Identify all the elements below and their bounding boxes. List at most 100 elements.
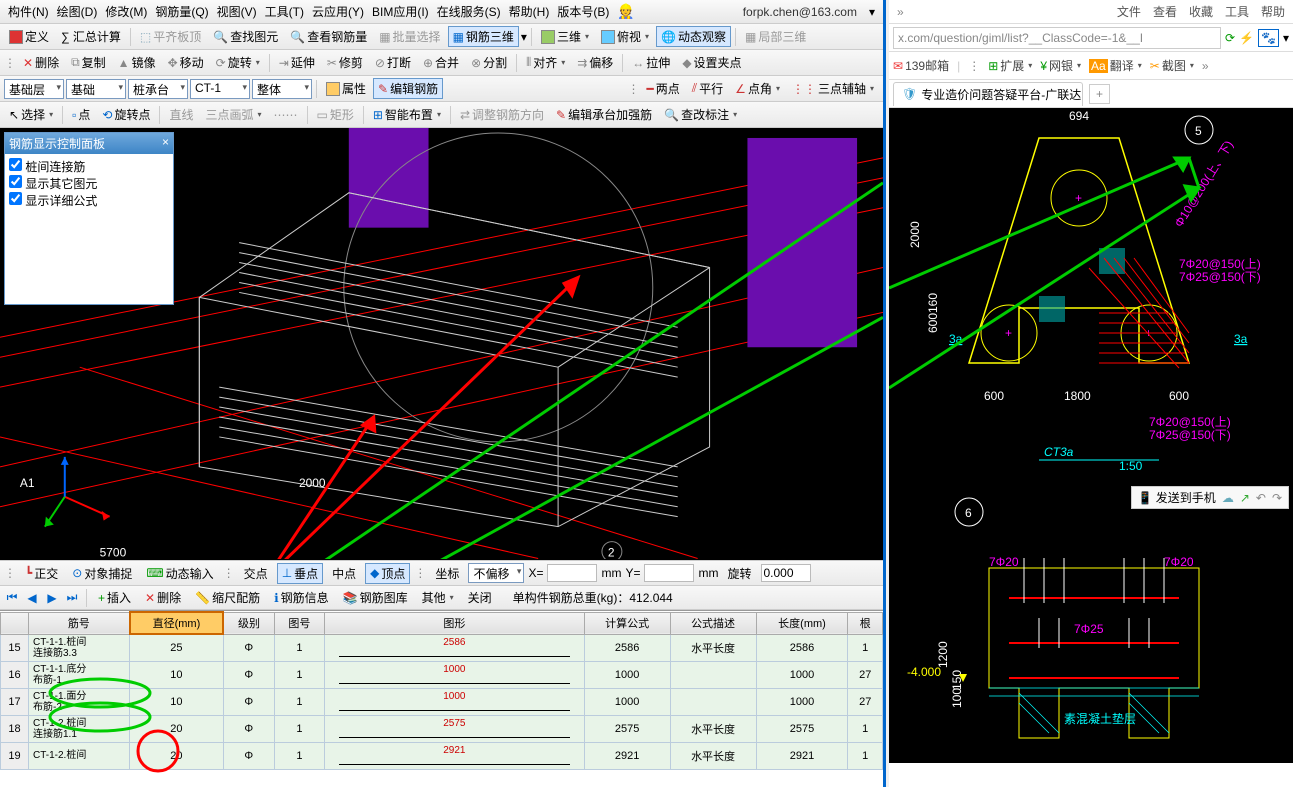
- batch-select-button[interactable]: ▦批量选择: [374, 26, 445, 47]
- line-button[interactable]: 直线: [164, 104, 198, 125]
- local-3d-button[interactable]: ▦局部三维: [740, 26, 811, 47]
- vertex-button[interactable]: ◆顶点: [365, 563, 410, 584]
- osnap-toggle[interactable]: ⊙对象捕捉: [67, 563, 137, 584]
- move-button[interactable]: ✥移动: [163, 52, 209, 73]
- layer-group-combo[interactable]: 基础层: [4, 79, 64, 99]
- grid-delete-button[interactable]: ✕删除: [140, 587, 186, 608]
- diameter-cell[interactable]: 10: [130, 688, 224, 715]
- offset-button[interactable]: ⇉偏移: [572, 52, 618, 73]
- parallel-button[interactable]: ⫽平行: [687, 78, 728, 99]
- menu-help[interactable]: 帮助(H): [505, 3, 554, 20]
- br-tools[interactable]: 工具: [1225, 3, 1249, 20]
- rebar-name-cell[interactable]: CT-1-2.桩间: [29, 742, 130, 769]
- grid-header[interactable]: 计算公式: [584, 612, 670, 634]
- grid-header[interactable]: 长度(mm): [756, 612, 848, 634]
- menu-rebar-qty[interactable]: 钢筋量(Q): [151, 3, 212, 20]
- grade-cell[interactable]: Φ: [223, 634, 274, 661]
- grid-other-button[interactable]: 其他: [417, 587, 459, 608]
- shape-cell[interactable]: 2921: [325, 742, 585, 769]
- extend-button[interactable]: ⊞扩展: [988, 57, 1032, 74]
- shape-cell[interactable]: 2575: [325, 715, 585, 742]
- table-row[interactable]: 17CT-1-1.面分布筋-210Φ110001000100027: [1, 688, 883, 715]
- dyn-input-toggle[interactable]: ⌨动态输入: [141, 563, 218, 584]
- grid-info-button[interactable]: ℹ钢筋信息: [269, 587, 334, 608]
- browser-tab[interactable]: 🛡 专业造价问题答疑平台-广联达…: [893, 82, 1083, 106]
- diameter-cell[interactable]: 20: [130, 742, 224, 769]
- count-cell[interactable]: 1: [848, 742, 883, 769]
- email-dropdown-icon[interactable]: ▾: [865, 5, 879, 19]
- dots-button[interactable]: ⋯⋯: [269, 106, 303, 124]
- hardhat-icon[interactable]: 👷: [613, 3, 638, 20]
- calc-cell[interactable]: 1000: [584, 661, 670, 688]
- grid-header[interactable]: 公式描述: [670, 612, 756, 634]
- count-cell[interactable]: 1: [848, 634, 883, 661]
- table-row[interactable]: 18CT-1-2.桩间连接筋1.120Φ125752575水平长度25751: [1, 715, 883, 742]
- overflow-1-icon[interactable]: ▾: [521, 30, 527, 44]
- overflow-3-icon[interactable]: ⋮: [628, 82, 640, 96]
- figure-cell[interactable]: 1: [274, 634, 324, 661]
- sum-calc-button[interactable]: ∑ 汇总计算: [56, 26, 126, 47]
- count-cell[interactable]: 27: [848, 688, 883, 715]
- addr-dropdown-icon[interactable]: ▾: [1283, 31, 1289, 45]
- length-cell[interactable]: 2575: [756, 715, 848, 742]
- length-cell[interactable]: 1000: [756, 661, 848, 688]
- layer-combo[interactable]: 基础: [66, 79, 126, 99]
- menu-version[interactable]: 版本号(B): [553, 3, 613, 20]
- floating-share-bar[interactable]: 📱 发送到手机 ☁ ↗ ↶ ↷: [1131, 486, 1289, 509]
- grid-header[interactable]: 图号: [274, 612, 324, 634]
- grade-cell[interactable]: Φ: [223, 688, 274, 715]
- refresh-icon[interactable]: ⟳: [1225, 31, 1235, 45]
- perp-button[interactable]: ⊥垂点: [277, 563, 323, 584]
- menu-cloud[interactable]: 云应用(Y): [308, 3, 368, 20]
- figure-cell[interactable]: 1: [274, 742, 324, 769]
- grid-header[interactable]: 图形: [325, 612, 585, 634]
- rebar-name-cell[interactable]: CT-1-1.底分布筋-1: [29, 661, 130, 688]
- overflow-left-icon[interactable]: ⋮: [4, 56, 16, 70]
- trim-button[interactable]: ✂修剪: [322, 52, 368, 73]
- count-cell[interactable]: 1: [848, 715, 883, 742]
- attribute-button[interactable]: 属性: [321, 78, 371, 99]
- nav-last-icon[interactable]: ⏭: [64, 590, 80, 605]
- select-button[interactable]: ↖选择: [4, 104, 58, 125]
- length-cell[interactable]: 1000: [756, 688, 848, 715]
- desc-cell[interactable]: 水平长度: [670, 634, 756, 661]
- viewport-3d[interactable]: 钢筋显示控制面板 × 桩间连接筋 显示其它图元 显示详细公式: [0, 128, 883, 560]
- part-combo[interactable]: 整体: [252, 79, 312, 99]
- view-rebar-qty-button[interactable]: 🔍查看钢筋量: [285, 26, 372, 47]
- user-email[interactable]: forpk.chen@163.com: [739, 5, 865, 19]
- menu-online[interactable]: 在线服务(S): [433, 3, 505, 20]
- paw-icon[interactable]: 🐾: [1258, 29, 1279, 47]
- dynamic-view-button[interactable]: 🌐动态观察: [656, 26, 731, 47]
- grid-header[interactable]: 筋号: [29, 612, 130, 634]
- x-input[interactable]: [547, 564, 597, 582]
- menu-view[interactable]: 视图(V): [213, 3, 261, 20]
- shape-cell[interactable]: 1000: [325, 688, 585, 715]
- point-button[interactable]: ▫点: [67, 104, 95, 125]
- coord-button[interactable]: 坐标: [430, 563, 464, 584]
- figure-cell[interactable]: 1: [274, 715, 324, 742]
- align-button[interactable]: ⫴对齐: [521, 52, 570, 73]
- browser-content[interactable]: 5 694 2000 600 160 + + +: [889, 108, 1293, 763]
- flat-slab-button[interactable]: ⬚平齐板顶: [135, 26, 206, 47]
- br-view[interactable]: 查看: [1153, 3, 1177, 20]
- ortho-toggle[interactable]: ┗正交: [20, 563, 63, 584]
- grip-icon[interactable]: ⋮: [4, 566, 16, 580]
- rebar-display-panel[interactable]: 钢筋显示控制面板 × 桩间连接筋 显示其它图元 显示详细公式: [4, 132, 174, 305]
- intersect-button[interactable]: 交点: [239, 563, 273, 584]
- table-row[interactable]: 15CT-1-1.桩间连接筋3.325Φ125862586水平长度25861: [1, 634, 883, 661]
- panel-check-3[interactable]: 显示详细公式: [9, 192, 169, 209]
- stretch-button[interactable]: ↔拉伸: [627, 52, 675, 73]
- rotate-label[interactable]: 旋转: [722, 563, 756, 584]
- rotate-right-icon[interactable]: ↷: [1272, 491, 1282, 505]
- rotate-point-button[interactable]: ⟲旋转点: [97, 104, 155, 125]
- grid-header[interactable]: 级别: [223, 612, 274, 634]
- edit-cap-reinforce-button[interactable]: ✎编辑承台加强筋: [551, 104, 657, 125]
- calc-cell[interactable]: 2575: [584, 715, 670, 742]
- three-pt-aux-button[interactable]: ⋮⋮三点辅轴: [787, 78, 879, 99]
- rebar-name-cell[interactable]: CT-1-1.桩间连接筋3.3: [29, 634, 130, 661]
- br-help[interactable]: 帮助: [1261, 3, 1285, 20]
- merge-button[interactable]: ⊕合并: [418, 52, 464, 73]
- table-row[interactable]: 16CT-1-1.底分布筋-110Φ110001000100027: [1, 661, 883, 688]
- calc-cell[interactable]: 2586: [584, 634, 670, 661]
- new-tab-button[interactable]: +: [1089, 84, 1110, 104]
